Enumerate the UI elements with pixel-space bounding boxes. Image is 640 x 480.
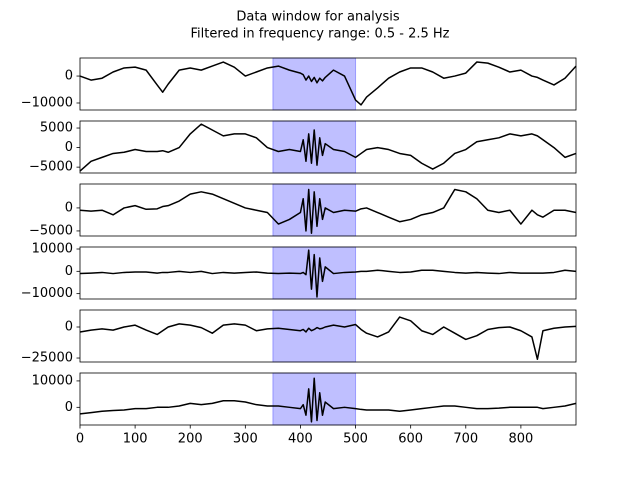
x-tick-label: 400	[288, 432, 313, 447]
y-tick-label: −5000	[29, 223, 73, 238]
highlight-span	[272, 57, 357, 111]
axes-frame	[79, 372, 577, 426]
y-tick-label: 0	[65, 400, 73, 415]
y-tick-label: −25000	[21, 351, 73, 366]
axes-frame	[79, 246, 577, 300]
y-tick-label: −10000	[21, 286, 73, 301]
x-tick-label: 500	[343, 432, 368, 447]
axes-frame	[79, 309, 577, 363]
y-tick-label: 0	[65, 69, 73, 84]
trace-line	[79, 61, 577, 106]
highlight-span	[272, 120, 357, 174]
highlight-span	[272, 309, 357, 363]
y-tick-label: 10000	[32, 242, 73, 257]
chart-subtitle: Filtered in frequency range: 0.5 - 2.5 H…	[191, 27, 450, 42]
x-tick-label: 700	[453, 432, 478, 447]
axes-frame	[79, 183, 577, 237]
y-tick-label: 10000	[32, 373, 73, 388]
x-tick-label: 600	[398, 432, 423, 447]
y-tick-label: −5000	[29, 160, 73, 175]
y-tick-label: 0	[65, 140, 73, 155]
chart-title: Data window for analysis	[236, 10, 399, 25]
x-tick-label: 0	[76, 432, 84, 447]
trace-line	[79, 123, 577, 172]
x-tick-label: 200	[178, 432, 203, 447]
y-tick-label: −10000	[21, 95, 73, 110]
trace-line	[79, 377, 577, 423]
y-tick-label: 5000	[40, 121, 73, 136]
trace-line	[79, 249, 577, 298]
y-tick-label: 0	[65, 320, 73, 335]
y-tick-label: 0	[65, 200, 73, 215]
trace-line	[79, 188, 577, 234]
axes-frame	[79, 57, 577, 111]
trace-line	[79, 316, 577, 361]
x-tick-label: 100	[123, 432, 148, 447]
x-tick-label: 800	[508, 432, 533, 447]
axes-frame	[79, 120, 577, 174]
y-tick-label: 0	[65, 264, 73, 279]
x-tick-label: 300	[233, 432, 258, 447]
